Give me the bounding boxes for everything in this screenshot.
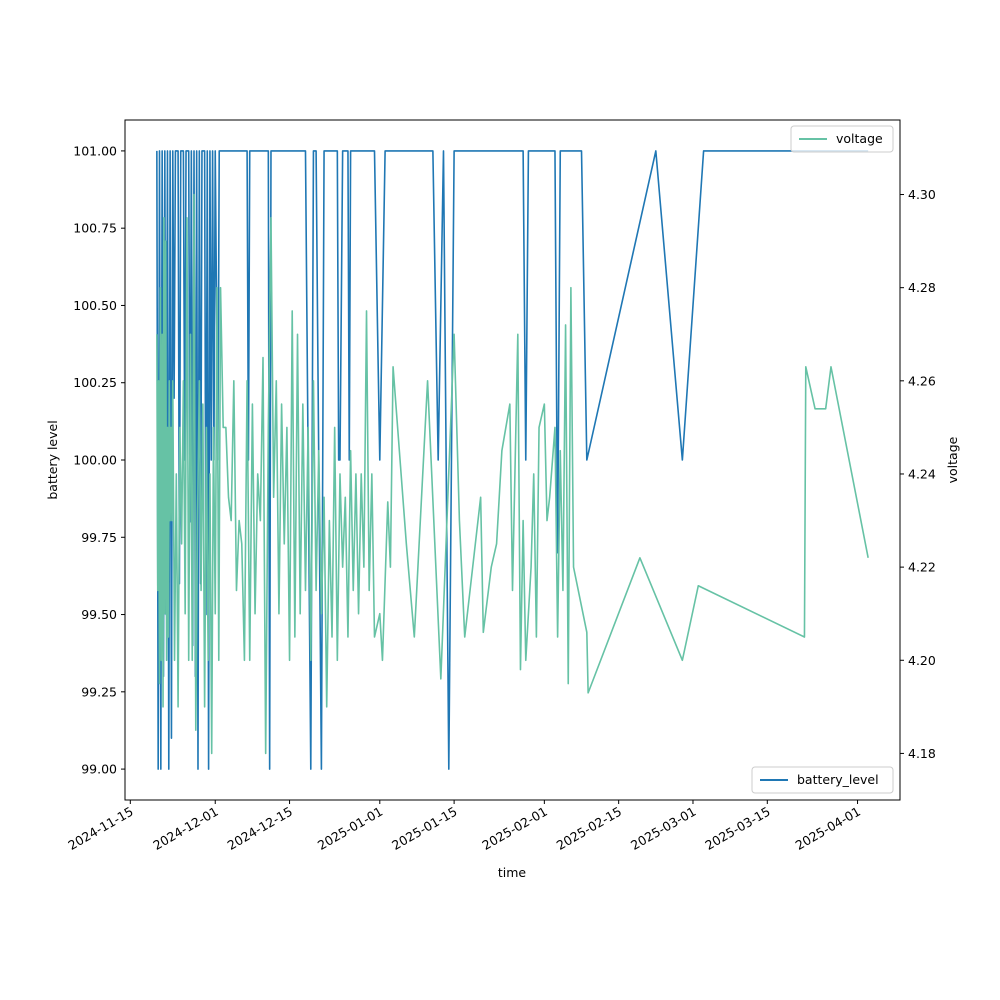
y-axis-right: 4.18 4.20 4.22 4.24 4.26 4.28 4.30: [900, 187, 936, 761]
legend-battery-level: battery_level: [751, 766, 894, 794]
y-left-tick-label: 99.50: [81, 607, 117, 622]
y-right-tick-label: 4.28: [908, 280, 936, 295]
y-right-tick-label: 4.30: [908, 187, 936, 202]
y-axis-left-label: battery level: [45, 420, 60, 499]
y-left-tick-label: 100.50: [73, 298, 117, 313]
plot-frame: [124, 119, 901, 801]
y-right-tick-label: 4.24: [908, 466, 936, 481]
x-tick-label: 2025-03-01: [628, 804, 698, 853]
y-left-tick-label: 100.25: [73, 375, 117, 390]
y-left-tick-label: 99.25: [81, 684, 117, 699]
y-right-tick-label: 4.18: [908, 746, 936, 761]
y-left-tick-label: 101.00: [73, 143, 117, 158]
y-right-tick-label: 4.20: [908, 653, 936, 668]
x-axis: 2024-11-15 2024-12-01 2024-12-15 2025-01-01…: [65, 800, 863, 853]
x-tick-label: 2025-02-15: [554, 804, 624, 853]
legend-voltage: voltage: [790, 125, 894, 153]
x-tick-label: 2024-12-15: [225, 804, 295, 853]
y-left-tick-label: 100.00: [73, 453, 117, 468]
y-axis-right-label: voltage: [945, 436, 960, 483]
x-tick-label: 2024-12-01: [150, 804, 220, 853]
y-left-tick-label: 99.00: [81, 762, 117, 777]
x-tick-label: 2025-01-15: [389, 804, 459, 853]
y-left-tick-label: 99.75: [81, 530, 117, 545]
legend-battery-level-label: battery_level: [797, 772, 879, 787]
x-axis-label: time: [498, 865, 527, 880]
x-tick-label: 2025-02-01: [479, 804, 549, 853]
legend-voltage-label: voltage: [836, 131, 883, 146]
x-tick-label: 2024-11-15: [65, 804, 135, 853]
y-right-tick-label: 4.26: [908, 373, 936, 388]
x-tick-label: 2025-04-01: [793, 804, 863, 853]
y-left-tick-label: 100.75: [73, 221, 117, 236]
y-right-tick-label: 4.22: [908, 560, 936, 575]
y-axis-left: 99.00 99.25 99.50 99.75 100.00 100.25 100.50 10…: [73, 143, 125, 777]
series-layer: [156, 150, 869, 770]
x-tick-label: 2025-03-15: [702, 804, 772, 853]
series-line-voltage: [156, 193, 869, 755]
x-tick-label: 2025-01-01: [315, 804, 385, 853]
